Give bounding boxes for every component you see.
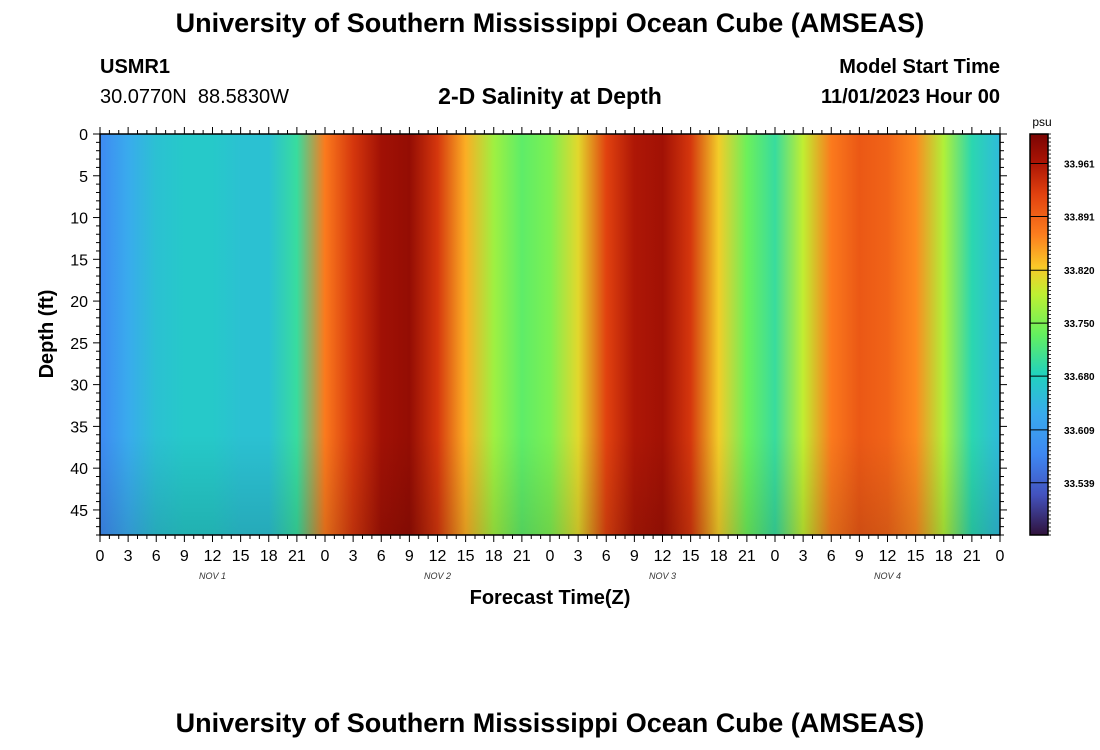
colorbar-tick-label: 33.609 (1064, 426, 1095, 437)
x-tick-label: 12 (654, 548, 672, 565)
y-tick-label: 35 (70, 419, 88, 436)
x-tick-label: 12 (429, 548, 447, 565)
plot-title: 2-D Salinity at Depth (438, 83, 662, 109)
x-tick-label: 15 (232, 548, 250, 565)
y-tick-label: 45 (70, 503, 88, 520)
colorbar-unit: psu (1032, 115, 1051, 129)
colorbar-ticks: 33.961 33.891 33.820 33.750 33.680 33.609 33.5… (1030, 133, 1095, 536)
x-date-label: NOV 3 (649, 571, 676, 581)
x-tick-label: 3 (799, 548, 808, 565)
x-tick-label: 9 (855, 548, 864, 565)
x-tick-label: 21 (288, 548, 306, 565)
x-tick-label: 0 (546, 548, 555, 565)
x-tick-label: 6 (827, 548, 836, 565)
colorbar (1029, 133, 1049, 536)
x-axis: 0 3 6 9 12 15 18 21 0 3 6 9 12 15 18 21 0 3 6 9 12 15 18 21 0 3 6 9… (96, 127, 1005, 565)
x-tick-label: 18 (935, 548, 953, 565)
x-tick-label: 0 (96, 548, 105, 565)
x-tick-label: 21 (963, 548, 981, 565)
station-id: USMR1 (100, 56, 171, 78)
y-tick-label: 0 (79, 127, 88, 144)
station-coordinates: 30.0770N 88.5830W (100, 86, 290, 108)
x-tick-label: 12 (879, 548, 897, 565)
x-tick-label: 9 (630, 548, 639, 565)
colorbar-tick-label: 33.539 (1064, 479, 1095, 490)
y-tick-label: 40 (70, 461, 88, 478)
x-tick-label: 3 (349, 548, 358, 565)
model-start-value: 11/01/2023 Hour 00 (820, 86, 1000, 108)
colorbar-tick-label: 33.961 (1064, 160, 1095, 171)
y-axis-label: Depth (ft) (36, 290, 58, 379)
x-tick-label: 0 (321, 548, 330, 565)
colorbar-tick-label: 33.891 (1064, 212, 1095, 223)
x-tick-label: 15 (682, 548, 700, 565)
x-tick-label: 18 (485, 548, 503, 565)
y-tick-label: 30 (70, 378, 88, 395)
x-tick-label: 9 (405, 548, 414, 565)
x-tick-label: 21 (738, 548, 756, 565)
x-date-label: NOV 4 (874, 571, 901, 581)
heatmap-depth-shade (100, 134, 1000, 535)
y-tick-label: 15 (70, 252, 88, 269)
x-tick-label: 6 (152, 548, 161, 565)
x-date-labels: NOV 1 NOV 2 NOV 3 NOV 4 (199, 571, 901, 581)
y-tick-label: 5 (79, 169, 88, 186)
x-tick-label: 0 (996, 548, 1005, 565)
colorbar-tick-label: 33.820 (1064, 266, 1095, 277)
x-tick-label: 21 (513, 548, 531, 565)
x-tick-label: 18 (260, 548, 278, 565)
y-axis: 0 5 10 15 20 25 30 35 40 45 (70, 127, 1007, 536)
x-axis-label: Forecast Time(Z) (470, 587, 631, 609)
colorbar-tick-label: 33.680 (1064, 372, 1095, 383)
x-tick-label: 6 (602, 548, 611, 565)
x-date-label: NOV 1 (199, 571, 226, 581)
x-tick-label: 3 (124, 548, 133, 565)
footer-title: University of Southern Mississippi Ocean… (175, 708, 925, 738)
y-tick-label: 20 (70, 294, 88, 311)
y-tick-label: 10 (70, 211, 88, 228)
y-tick-label: 25 (70, 336, 88, 353)
x-tick-label: 3 (574, 548, 583, 565)
x-tick-label: 15 (457, 548, 475, 565)
x-tick-label: 0 (771, 548, 780, 565)
x-tick-label: 12 (204, 548, 222, 565)
page-title: University of Southern Mississippi Ocean… (175, 8, 925, 38)
x-tick-label: 15 (907, 548, 925, 565)
model-start-label: Model Start Time (839, 56, 1000, 78)
x-tick-label: 6 (377, 548, 386, 565)
colorbar-tick-label: 33.750 (1064, 319, 1095, 330)
x-tick-label: 9 (180, 548, 189, 565)
x-date-label: NOV 2 (424, 571, 451, 581)
x-tick-label: 18 (710, 548, 728, 565)
